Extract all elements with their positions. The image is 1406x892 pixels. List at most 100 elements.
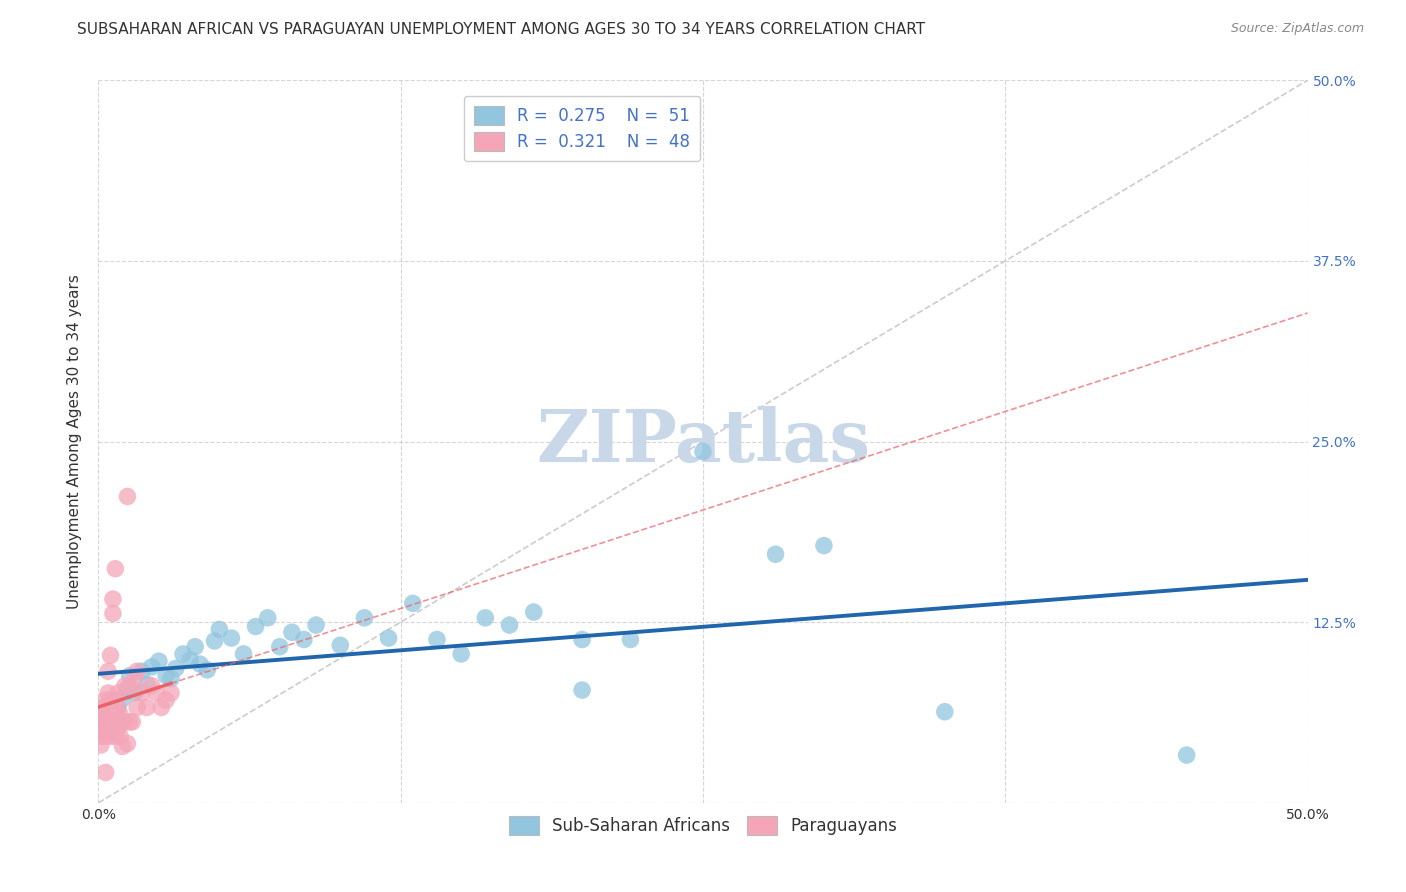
Point [692, 444, 714, 458]
Text: ZIPatlas: ZIPatlas [536, 406, 870, 477]
Point [97, 686, 120, 700]
Point [131, 665, 153, 679]
Point [165, 661, 187, 675]
Point [292, 632, 315, 647]
Point [97, 714, 120, 729]
Point [353, 611, 375, 625]
Point [269, 640, 291, 654]
Point [100, 698, 122, 712]
Point [245, 619, 267, 633]
Point [619, 632, 641, 647]
Point [571, 683, 593, 698]
Point [179, 653, 201, 667]
Point [101, 592, 124, 607]
Point [305, 618, 328, 632]
Point [145, 686, 167, 700]
Point [426, 632, 449, 647]
Point [94, 700, 117, 714]
Point [97, 706, 120, 721]
Point [121, 714, 143, 729]
Point [94, 722, 117, 736]
Point [141, 660, 163, 674]
Point [91, 707, 114, 722]
Point [204, 634, 226, 648]
Point [474, 611, 496, 625]
Point [107, 722, 129, 736]
Point [108, 729, 131, 743]
Point [184, 640, 207, 654]
Point [114, 714, 136, 729]
Text: SUBSAHARAN AFRICAN VS PARAGUAYAN UNEMPLOYMENT AMONG AGES 30 TO 34 YEARS CORRELAT: SUBSAHARAN AFRICAN VS PARAGUAYAN UNEMPLO… [77, 22, 925, 37]
Point [127, 665, 149, 679]
Point [118, 668, 141, 682]
Point [450, 647, 472, 661]
Point [107, 700, 129, 714]
Point [256, 611, 278, 625]
Point [91, 716, 114, 731]
Text: Source: ZipAtlas.com: Source: ZipAtlas.com [1230, 22, 1364, 36]
Point [100, 693, 122, 707]
Point [107, 700, 129, 714]
Point [94, 726, 117, 740]
Point [117, 681, 139, 696]
Point [281, 625, 304, 640]
Point [148, 654, 170, 668]
Point [141, 679, 163, 693]
Point [111, 714, 134, 729]
Point [377, 631, 399, 645]
Point [94, 729, 117, 743]
Point [108, 707, 131, 722]
Y-axis label: Unemployment Among Ages 30 to 34 years: Unemployment Among Ages 30 to 34 years [67, 274, 83, 609]
Point [107, 686, 129, 700]
Point [402, 596, 425, 610]
Point [117, 737, 139, 751]
Point [571, 632, 593, 647]
Point [498, 618, 520, 632]
Point [150, 700, 173, 714]
Point [124, 672, 146, 686]
Point [118, 679, 141, 693]
Point [221, 631, 243, 645]
Point [813, 539, 835, 553]
Point [100, 729, 122, 743]
Legend: Sub-Saharan Africans, Paraguayans: Sub-Saharan Africans, Paraguayans [499, 805, 907, 845]
Point [188, 657, 211, 671]
Point [111, 691, 134, 706]
Point [100, 648, 122, 663]
Point [104, 707, 127, 722]
Point [100, 714, 122, 729]
Point [97, 665, 120, 679]
Point [131, 686, 153, 700]
Point [160, 686, 183, 700]
Point [97, 707, 120, 722]
Point [108, 714, 131, 728]
Point [91, 700, 114, 714]
Point [94, 693, 117, 707]
Point [104, 562, 127, 576]
Point [934, 705, 956, 719]
Point [111, 739, 134, 754]
Point [523, 605, 546, 619]
Point [155, 693, 177, 707]
Point [101, 721, 124, 735]
Point [172, 647, 194, 661]
Point [104, 693, 127, 707]
Point [101, 700, 124, 714]
Point [90, 729, 112, 743]
Point [160, 672, 183, 686]
Point [90, 738, 112, 752]
Point [117, 490, 139, 504]
Point [104, 729, 127, 743]
Point [155, 668, 177, 682]
Point [124, 686, 146, 700]
Point [91, 712, 114, 726]
Point [765, 547, 787, 561]
Point [101, 607, 124, 621]
Point [118, 714, 141, 729]
Point [94, 765, 117, 780]
Point [208, 623, 231, 637]
Point [195, 663, 218, 677]
Point [135, 677, 157, 691]
Point [232, 647, 254, 661]
Point [329, 638, 352, 652]
